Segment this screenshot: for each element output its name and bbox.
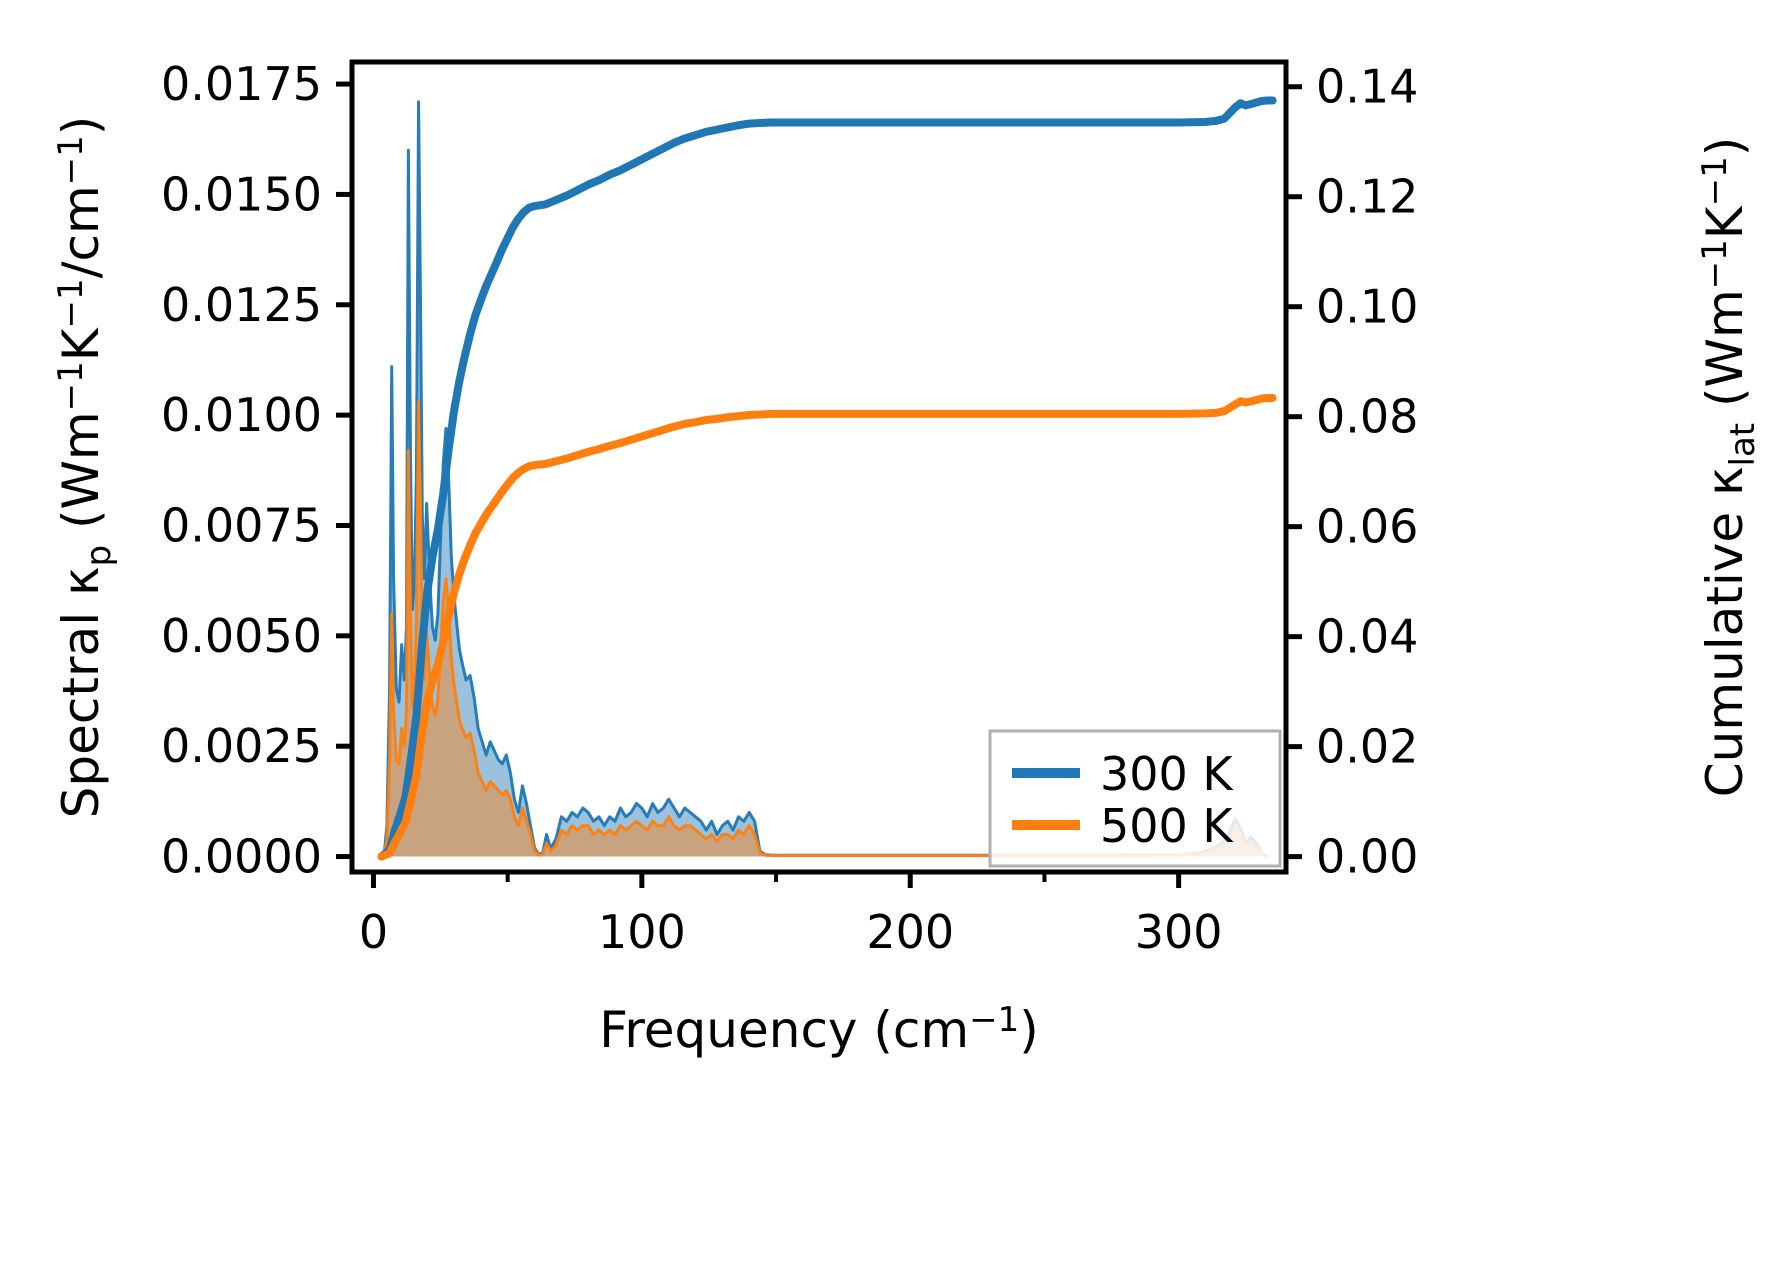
y-right-tick-label: 0.06 <box>1316 500 1418 554</box>
curves-group <box>377 96 1277 861</box>
y-right-tick-label: 0.12 <box>1316 170 1418 224</box>
x-tick-label: 300 <box>1135 905 1223 959</box>
y-right-tick-label: 0.10 <box>1316 280 1418 334</box>
y-right-tick-label: 0.14 <box>1316 60 1418 114</box>
area-outline-0 <box>380 100 1269 859</box>
legend-box <box>988 729 1282 868</box>
y-left-tick-label: 0.0125 <box>161 278 322 332</box>
y-left-tick-label: 0.0175 <box>161 57 322 111</box>
y-left-tick-label: 0.0100 <box>161 388 322 442</box>
y-right-tick-label: 0.04 <box>1316 610 1418 664</box>
y-axis-left-title: Spectral κp (Wm−1K−1/cm−1) <box>51 116 119 819</box>
x-tick-label: 0 <box>359 905 388 959</box>
legend-label-1[interactable]: 500 K <box>1100 799 1234 853</box>
area-fill-0 <box>381 101 1268 857</box>
area-fill-1 <box>381 401 1268 857</box>
y-left-tick-label: 0.0025 <box>161 719 322 773</box>
x-axis-title: Frequency (cm−1) <box>599 1000 1039 1059</box>
y-right-tick-label: 0.02 <box>1316 720 1418 774</box>
y-left-tick-label: 0.0075 <box>161 498 322 552</box>
cumulative-curve-3 <box>377 393 1277 861</box>
y-left-tick-label: 0.0000 <box>161 830 322 884</box>
x-axis-ticks: 0 100 200 300 <box>359 872 1223 959</box>
y-left-tick-label: 0.0050 <box>161 609 322 663</box>
y-left-tick-label: 0.0150 <box>161 167 322 221</box>
x-tick-label: 200 <box>866 905 954 959</box>
axes-frame <box>349 59 1289 875</box>
y-right-tick-label: 0.00 <box>1316 830 1418 884</box>
x-tick-label: 100 <box>598 905 686 959</box>
y-right-tick-label: 0.08 <box>1316 390 1418 444</box>
legend-label-0[interactable]: 300 K <box>1100 747 1234 801</box>
y-axis-left-ticks: 0.0000 0.0025 0.0050 0.0075 0.0100 0.0125 0.01… <box>161 57 352 884</box>
y-axis-right-title: Cumulative κlat (Wm−1K−1) <box>1695 137 1763 797</box>
y-axis-right-ticks: 0.00 0.02 0.04 0.06 0.08 0.10 0.12 0.14 <box>1286 60 1418 884</box>
cumulative-curve-2 <box>377 96 1277 861</box>
